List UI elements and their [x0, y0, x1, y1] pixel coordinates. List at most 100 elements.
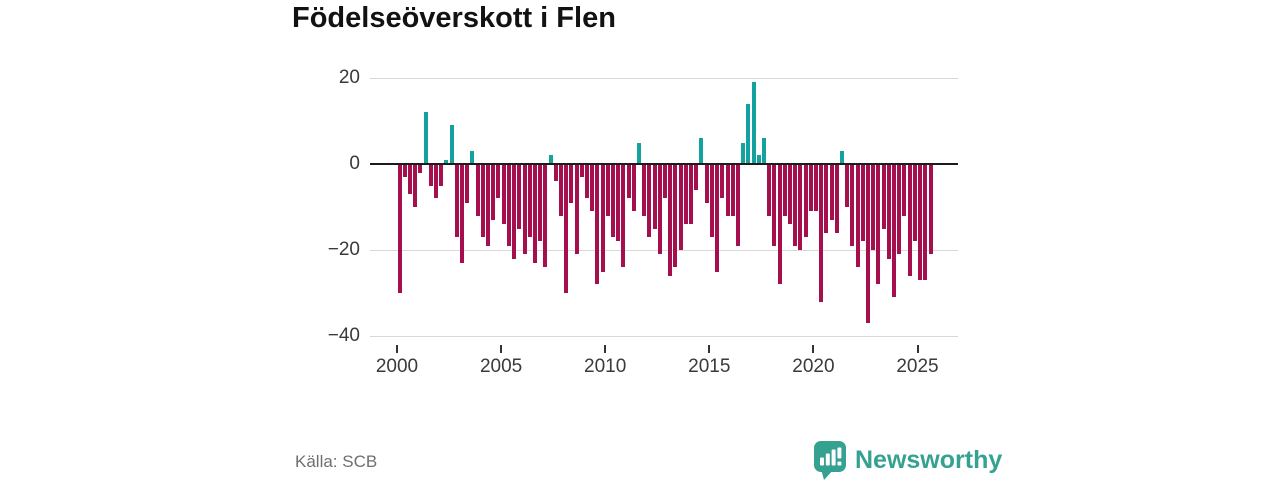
- brand-logo: Newsworthy: [812, 440, 1002, 480]
- bar-2018-Q1: [772, 164, 777, 246]
- bar-2011-Q2: [631, 164, 636, 212]
- x-tick-mark: [500, 345, 503, 353]
- x-tick-mark: [916, 345, 919, 353]
- source-caption: Källa: SCB: [295, 452, 378, 471]
- y-tick-label: 20: [338, 67, 360, 88]
- bar-2001-Q2: [423, 112, 428, 164]
- bar-2012-Q3: [657, 164, 662, 255]
- bar-2017-Q1: [751, 82, 756, 164]
- bar-2008-Q2: [569, 164, 574, 203]
- bar-2025-Q2: [923, 164, 928, 281]
- bar-2010-Q1: [605, 164, 610, 216]
- bar-2011-Q4: [642, 164, 647, 216]
- zero-axis-line: [370, 163, 958, 165]
- y-tick-label: 0: [349, 153, 360, 174]
- bar-2014-Q1: [689, 164, 694, 225]
- x-tick-label: 2025: [896, 356, 939, 377]
- bar-2012-Q1: [647, 164, 652, 238]
- bar-2001-Q4: [434, 164, 439, 199]
- bar-2001-Q3: [428, 164, 433, 186]
- bar-2021-Q2: [840, 151, 845, 164]
- bar-2010-Q3: [616, 164, 621, 242]
- bar-2016-Q2: [735, 164, 740, 246]
- bar-2017-Q2: [756, 155, 761, 164]
- x-tick-label: 2000: [375, 356, 419, 377]
- bar-2003-Q4: [475, 164, 480, 216]
- bar-2011-Q3: [637, 142, 642, 164]
- chart-plot-area: 2000 2005 2010 2015 2020 2025: [370, 68, 958, 377]
- bar-2020-Q3: [824, 164, 829, 233]
- page-title: Födelseöverskott i Flen: [292, 2, 616, 34]
- bar-2014-Q3: [699, 138, 704, 164]
- bar-2000-Q3: [408, 164, 412, 195]
- gridline: [370, 78, 958, 79]
- bar-2003-Q3: [470, 151, 475, 164]
- bar-2004-Q2: [486, 164, 491, 246]
- bar-2014-Q4: [704, 164, 709, 203]
- bar-2024-Q1: [897, 164, 902, 255]
- bar-2009-Q4: [600, 164, 605, 272]
- x-tick-mark: [604, 345, 607, 353]
- x-tick-label: 2010: [584, 356, 627, 377]
- bar-2019-Q1: [793, 164, 798, 246]
- bar-2009-Q3: [595, 164, 600, 285]
- bar-2022-Q1: [855, 164, 860, 268]
- bar-2018-Q4: [787, 164, 792, 225]
- bar-2012-Q2: [652, 164, 657, 229]
- bar-2020-Q2: [819, 164, 824, 302]
- bar-2020-Q4: [829, 164, 834, 220]
- x-tick-mark: [708, 345, 711, 353]
- bar-2022-Q3: [866, 164, 871, 324]
- bar-2023-Q4: [892, 164, 897, 298]
- gridline: [370, 336, 958, 337]
- bar-2013-Q3: [678, 164, 683, 250]
- bar-2013-Q1: [668, 164, 673, 276]
- bar-2017-Q3: [761, 138, 766, 164]
- bar-2005-Q3: [512, 164, 517, 259]
- bar-2006-Q3: [532, 164, 537, 263]
- brand-name: Newsworthy: [855, 446, 1003, 474]
- bar-2023-Q1: [876, 164, 881, 285]
- bar-2023-Q2: [881, 164, 886, 229]
- bar-2023-Q3: [886, 164, 891, 259]
- bar-2007-Q3: [553, 164, 558, 182]
- bar-2015-Q4: [725, 164, 730, 216]
- bar-2024-Q4: [912, 164, 917, 242]
- bar-2008-Q3: [574, 164, 579, 255]
- bar-2001-Q1: [418, 164, 423, 173]
- newsworthy-speech-bubble-chart-icon: [812, 440, 848, 480]
- bar-2009-Q1: [584, 164, 589, 199]
- x-tick-label: 2005: [479, 356, 523, 377]
- bar-2010-Q4: [621, 164, 626, 268]
- bar-2016-Q1: [730, 164, 735, 216]
- bar-2024-Q2: [902, 164, 907, 216]
- bar-2013-Q4: [683, 164, 688, 225]
- y-axis-labels: 20 0 −20 −40: [290, 67, 360, 350]
- bar-2019-Q3: [803, 164, 808, 238]
- x-tick-label: 2015: [688, 356, 731, 377]
- bar-2018-Q2: [777, 164, 782, 285]
- bar-2008-Q1: [564, 164, 569, 293]
- bar-2000-Q4: [413, 164, 418, 207]
- y-tick-label: −20: [327, 239, 360, 260]
- bar-2005-Q2: [506, 164, 511, 246]
- bar-2022-Q4: [871, 164, 876, 250]
- bar-2007-Q1: [543, 164, 548, 268]
- bar-2017-Q4: [767, 164, 772, 216]
- bar-2015-Q1: [709, 164, 714, 238]
- bar-2022-Q2: [860, 164, 865, 242]
- bar-2002-Q2: [444, 159, 449, 164]
- bar-2020-Q1: [814, 164, 818, 212]
- x-tick-mark: [812, 345, 815, 353]
- bar-2006-Q2: [527, 164, 532, 238]
- bar-2013-Q2: [673, 164, 678, 268]
- bar-2024-Q3: [907, 164, 912, 276]
- bar-2000-Q2: [402, 164, 407, 177]
- bar-2008-Q4: [579, 164, 584, 177]
- bar-2011-Q1: [626, 164, 631, 199]
- bar-2025-Q3: [928, 164, 933, 255]
- y-tick-label: −40: [327, 325, 360, 346]
- bar-2002-Q1: [439, 164, 444, 186]
- bar-2012-Q4: [663, 164, 668, 199]
- bar-2003-Q2: [465, 164, 470, 203]
